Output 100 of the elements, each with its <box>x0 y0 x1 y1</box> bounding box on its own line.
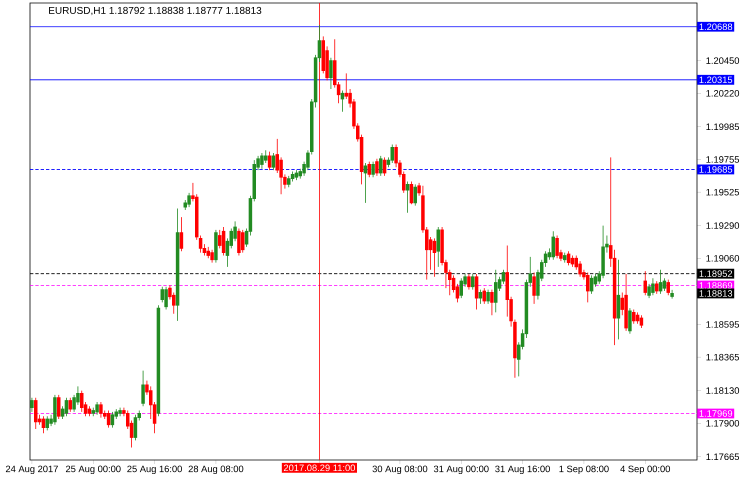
candlestick <box>210 249 214 263</box>
candlestick <box>640 314 644 328</box>
candlestick <box>406 181 410 214</box>
candlestick <box>340 90 344 112</box>
candlestick <box>68 397 72 412</box>
y-tick-label: 1.19985 <box>706 123 740 130</box>
candlestick <box>624 274 628 332</box>
candlestick <box>390 144 394 164</box>
candlestick <box>46 416 49 431</box>
candlestick <box>482 288 486 304</box>
candlestick <box>586 272 590 303</box>
candlestick <box>287 175 290 188</box>
ref-line-label: 1.20315 <box>700 76 732 84</box>
candlestick <box>99 402 103 418</box>
candlestick <box>260 152 264 170</box>
candlestick <box>644 270 647 296</box>
candlestick <box>474 274 478 310</box>
y-tick-label: 1.17900 <box>706 420 740 427</box>
candlestick <box>237 228 241 256</box>
candlestick <box>432 238 436 278</box>
candlestick <box>494 269 498 313</box>
candlestick <box>268 151 272 171</box>
x-tick-label: 25 Aug 16:00 <box>127 466 182 474</box>
candlestick <box>471 274 474 290</box>
candlestick <box>110 412 114 428</box>
candlestick <box>467 274 471 290</box>
candlestick <box>222 226 226 256</box>
candlestick <box>532 272 536 304</box>
ref-line-label: 1.17969 <box>700 410 732 417</box>
candlestick <box>53 394 57 426</box>
y-tick-label: 1.19755 <box>706 156 740 163</box>
candlestick <box>176 208 180 322</box>
candlestick <box>651 278 655 296</box>
candlestick <box>570 255 574 268</box>
candlestick <box>478 289 482 304</box>
candlestick <box>118 407 122 417</box>
x-tick-label: 31 Aug 00:00 <box>434 466 489 474</box>
candlestick <box>490 289 494 316</box>
ref-line-label: 1.20688 <box>700 23 732 30</box>
y-tick-label: 1.20450 <box>706 57 740 64</box>
candlestick <box>88 406 92 417</box>
x-tick-label: 30 Aug 08:00 <box>372 466 428 474</box>
candlestick <box>379 156 382 176</box>
candlestick <box>106 410 110 428</box>
y-tick-label: 1.18595 <box>706 321 740 328</box>
candlestick <box>241 229 244 254</box>
x-tick-label: 1 Sep 08:00 <box>559 466 609 474</box>
candlestick <box>80 390 84 412</box>
candlestick <box>187 192 191 208</box>
candlestick <box>375 158 379 176</box>
x-tick-label: 25 Aug 00:00 <box>66 466 121 474</box>
x-tick-label: 24 Aug 2017 <box>6 466 58 474</box>
candlestick <box>272 152 276 171</box>
y-tick-label: 1.19290 <box>706 222 740 229</box>
candlestick <box>655 280 658 294</box>
candlestick <box>414 184 417 206</box>
candlestick <box>30 397 34 412</box>
candlestick <box>460 278 463 299</box>
x-tick-label: 2017.08.29 11:00 <box>284 464 356 472</box>
candlestick <box>410 181 414 205</box>
candlestick <box>555 235 559 259</box>
candlestick <box>134 414 138 441</box>
candlestick <box>628 308 632 334</box>
candlestick <box>566 250 570 266</box>
x-tick-label: 4 Sep 00:00 <box>620 466 670 474</box>
candlestick <box>57 394 60 420</box>
candlestick <box>64 397 68 417</box>
candlestick <box>329 57 333 90</box>
candlestick <box>563 252 566 263</box>
candlestick <box>486 289 490 304</box>
chart-title: EURUSD,H1 1.18792 1.18838 1.18777 1.18813 <box>49 6 262 16</box>
candlestick <box>670 289 674 299</box>
candlestick <box>371 161 375 178</box>
y-tick-label: 1.19525 <box>706 188 740 196</box>
candlestick <box>552 230 555 260</box>
y-tick-label: 1.18365 <box>706 354 740 360</box>
candlestick <box>206 246 210 259</box>
candlestick <box>141 370 145 407</box>
candlestick <box>294 170 298 180</box>
candlestick <box>658 269 662 294</box>
candlestick <box>368 161 371 178</box>
candlestick <box>156 304 160 417</box>
candlestick <box>436 226 440 268</box>
candlestick <box>42 416 46 434</box>
y-tick-label: 1.19060 <box>706 255 740 262</box>
candlestick <box>590 274 594 294</box>
candlestick <box>180 216 184 252</box>
candlestick <box>632 309 636 324</box>
y-tick-label: 1.17665 <box>706 453 740 460</box>
candlestick <box>616 259 620 340</box>
text: 1.18813 <box>700 290 732 297</box>
candlestick <box>164 286 168 310</box>
ref-line-label: 1.19685 <box>700 166 732 173</box>
candlestick <box>214 229 218 263</box>
candlestick <box>95 402 99 416</box>
candlestick <box>34 397 38 430</box>
candlestick <box>666 279 670 296</box>
y-tick-label: 1.18130 <box>706 387 740 394</box>
ref-line-label: 1.18952 <box>700 270 732 277</box>
candlestick <box>364 162 368 204</box>
